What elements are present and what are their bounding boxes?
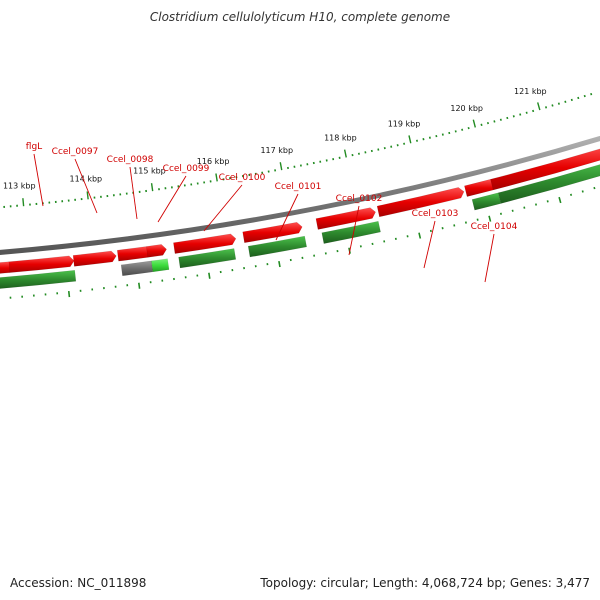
forward-gene-13[interactable]: [315, 207, 376, 230]
scale-minor-tick: [557, 102, 560, 105]
gene-label-leader: [129, 166, 138, 220]
scale-minor-tick: [577, 96, 580, 100]
gc-tick: [208, 272, 211, 279]
scale-minor-tick: [570, 98, 573, 102]
reverse-gene-16[interactable]: [497, 159, 600, 204]
gene-label[interactable]: Ccel_0102: [336, 194, 383, 204]
scale-track: 113 kbp 114 kbp 115 kbp 116 kbp 117 kbp 118 k…: [3, 87, 593, 208]
gene-label-leader: [423, 220, 436, 269]
gene-label[interactable]: Ccel_0097: [52, 147, 99, 157]
gene-label[interactable]: Ccel_0099: [163, 164, 210, 174]
gene-label-leader: [484, 233, 495, 283]
scale-major-tick: [279, 162, 283, 171]
scale-minor-tick: [480, 123, 483, 126]
backbone-arc: [0, 135, 600, 255]
scale-label: 118 kbp: [324, 133, 357, 142]
scale-minor-tick: [551, 104, 554, 107]
scale-minor-tick: [519, 113, 522, 116]
gene-label-leader: [275, 193, 299, 241]
gc-tick: [570, 193, 573, 196]
genome-summary-text: Topology: circular; Length: 4,068,724 bp…: [260, 576, 590, 590]
forward-strand-track: [0, 145, 600, 274]
gc-tick: [67, 290, 71, 298]
scale-minor-tick: [564, 100, 567, 103]
gene-label-leader: [157, 175, 187, 223]
gc-tick: [558, 196, 562, 204]
scale-label: 114 kbp: [70, 174, 103, 183]
scale-minor-tick: [486, 121, 489, 125]
reverse-gene-4[interactable]: [120, 260, 154, 277]
gene-label-leader: [203, 184, 243, 232]
gene-label-leader: [348, 205, 360, 256]
gc-tick: [511, 209, 514, 212]
gc-tick: [523, 206, 526, 209]
forward-gene-14[interactable]: [376, 187, 465, 218]
forward-gene-6[interactable]: [116, 246, 152, 262]
gc-tick: [278, 260, 281, 268]
scale-major-tick: [472, 119, 476, 128]
scale-label: 119 kbp: [388, 119, 421, 128]
map-title: Clostridium cellulolyticum H10, complete…: [149, 10, 451, 24]
scale-label: 113 kbp: [3, 181, 36, 190]
scale-label: 117 kbp: [260, 146, 293, 155]
forward-gene-11[interactable]: [242, 222, 303, 244]
forward-gene-2[interactable]: [8, 255, 75, 273]
gc-tick: [546, 200, 549, 203]
scale-major-tick: [215, 173, 218, 182]
scale-major-tick: [537, 102, 541, 111]
gc-tick: [488, 215, 492, 222]
gene-label[interactable]: Ccel_0101: [275, 182, 322, 192]
scale-label: 115 kbp: [133, 166, 166, 175]
reverse-gene-5[interactable]: [151, 258, 170, 273]
scale-minor-tick: [532, 109, 535, 113]
gc-tick: [418, 232, 422, 239]
gene-label-leader: [74, 158, 98, 214]
scale-label: 120 kbp: [450, 104, 483, 113]
scale-minor-tick: [583, 94, 586, 98]
scale-major-tick: [86, 191, 89, 200]
scale-label: 121 kbp: [514, 87, 547, 96]
reverse-gene-0[interactable]: [0, 270, 77, 289]
accession-text: Accession: NC_011898: [10, 576, 147, 590]
gc-tick: [593, 186, 596, 190]
gene-label-leader: [33, 153, 44, 207]
scale-major-tick: [408, 135, 412, 144]
scale-minor-tick: [512, 115, 515, 118]
reverse-strand-track: [0, 159, 600, 289]
scale-label: 116 kbp: [197, 157, 230, 166]
reverse-gene-8[interactable]: [178, 248, 237, 269]
scale-minor-tick: [506, 116, 509, 120]
gene-label[interactable]: Ccel_0103: [412, 209, 459, 219]
forward-gene-9[interactable]: [173, 233, 237, 254]
gc-tick-track: [0, 186, 596, 304]
gc-tick: [581, 190, 584, 193]
gc-tick: [138, 282, 141, 289]
gene-label-layer: flgL Ccel_0097 Ccel_0098 Ccel_0099 Ccel_0100…: [26, 142, 518, 283]
gc-tick: [534, 203, 538, 206]
scale-major-tick: [150, 183, 154, 192]
reverse-gene-10[interactable]: [247, 235, 307, 258]
scale-major-tick: [343, 149, 347, 158]
scale-minor-tick: [590, 92, 593, 96]
reverse-gene-12[interactable]: [321, 220, 381, 244]
forward-gene-3[interactable]: [72, 250, 117, 267]
gene-label[interactable]: Ccel_0104: [471, 222, 518, 232]
scale-minor-tick: [525, 111, 528, 114]
scale-minor-tick: [493, 120, 496, 123]
forward-gene-7[interactable]: [146, 244, 167, 258]
genome-backbone: [0, 135, 600, 255]
gene-label[interactable]: flgL: [26, 142, 42, 152]
scale-minor-tick: [499, 118, 502, 121]
forward-gene-18[interactable]: [490, 145, 600, 191]
scale-minor-tick: [544, 106, 548, 109]
gene-label[interactable]: Ccel_0098: [107, 155, 154, 165]
reverse-gene-15[interactable]: [471, 192, 502, 211]
scale-major-tick: [22, 198, 25, 207]
gene-label[interactable]: Ccel_0100: [219, 173, 266, 183]
